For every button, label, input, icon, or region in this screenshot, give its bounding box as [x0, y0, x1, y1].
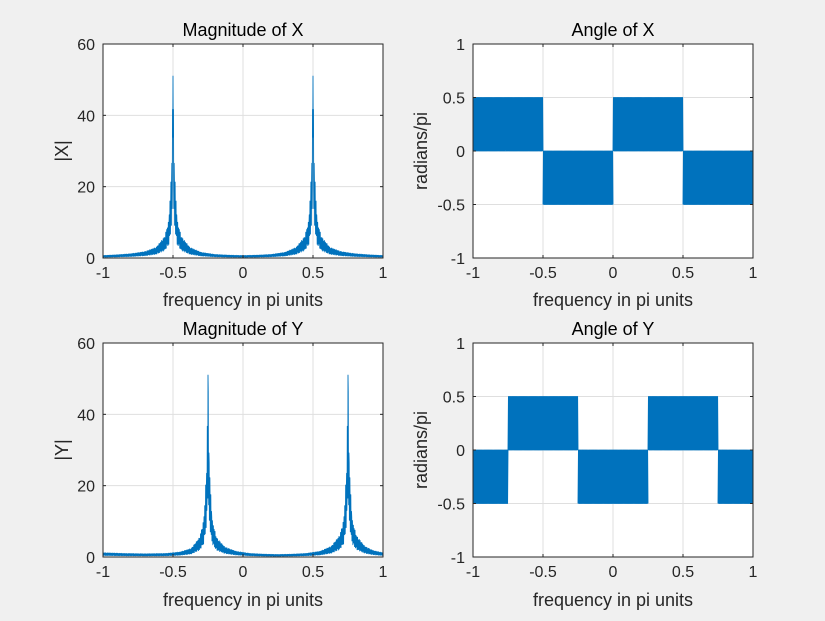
x-axis-label: frequency in pi units	[533, 590, 693, 610]
y-axis-label: radians/pi	[411, 411, 431, 489]
x-tick-label: 1	[749, 564, 758, 581]
x-tick-label: -1	[466, 265, 480, 282]
series-line	[472, 396, 754, 504]
y-tick-label: -1	[451, 251, 465, 268]
x-tick-label: 1	[379, 265, 388, 282]
y-tick-label: 0	[456, 443, 465, 460]
y-tick-label: 0	[86, 251, 95, 268]
y-tick-label: 0.5	[443, 91, 465, 108]
y-tick-label: 1	[456, 37, 465, 54]
y-tick-label: -1	[451, 550, 465, 567]
y-tick-label: 0	[456, 144, 465, 161]
x-axis-label: frequency in pi units	[163, 290, 323, 310]
y-axis-label: radians/pi	[411, 112, 431, 190]
x-axis-label: frequency in pi units	[533, 290, 693, 310]
x-tick-label: 0.5	[302, 265, 324, 282]
x-tick-label: 0	[609, 564, 618, 581]
y-tick-label: -0.5	[437, 198, 465, 215]
x-tick-label: 0	[609, 265, 618, 282]
subplot-title: Angle of X	[571, 20, 654, 40]
subplot-title: Magnitude of X	[182, 20, 303, 40]
subplot-title: Magnitude of Y	[183, 319, 304, 339]
x-tick-label: -0.5	[159, 265, 187, 282]
y-tick-label: 60	[77, 336, 95, 353]
x-tick-label: 0.5	[672, 265, 694, 282]
y-tick-label: 40	[77, 407, 95, 424]
x-tick-label: -0.5	[529, 564, 557, 581]
y-tick-label: 0	[86, 550, 95, 567]
x-tick-label: -1	[96, 564, 110, 581]
y-tick-label: 1	[456, 336, 465, 353]
subplot-angle-y: -1 -0.5 0 0.5 1 -1 -0.5 0 0.5 1 Angle of Y freque…	[411, 319, 758, 610]
y-tick-label: -0.5	[437, 497, 465, 514]
y-tick-label: 20	[77, 180, 95, 197]
y-tick-label: 20	[77, 479, 95, 496]
series-line	[102, 374, 384, 557]
x-tick-label: -0.5	[159, 564, 187, 581]
series-line	[472, 97, 754, 205]
x-tick-label: -1	[96, 265, 110, 282]
x-tick-label: -1	[466, 564, 480, 581]
x-tick-label: 0.5	[302, 564, 324, 581]
subplot-magnitude-y: -1 -0.5 0 0.5 1 0 20 40 60 Magnitude of Y freque…	[52, 319, 388, 610]
x-tick-label: 0	[239, 265, 248, 282]
subplot-magnitude-x: -1 -0.5 0 0.5 1 0 20 40 60 Magnitude of X freque…	[52, 20, 388, 310]
x-tick-label: 1	[749, 265, 758, 282]
x-tick-label: 1	[379, 564, 388, 581]
x-axis-label: frequency in pi units	[163, 590, 323, 610]
x-tick-label: 0.5	[672, 564, 694, 581]
x-tick-label: -0.5	[529, 265, 557, 282]
subplot-title: Angle of Y	[572, 319, 655, 339]
y-tick-label: 40	[77, 108, 95, 125]
x-tick-label: 0	[239, 564, 248, 581]
subplot-angle-x: -1 -0.5 0 0.5 1 -1 -0.5 0 0.5 1 Angle of X freque…	[411, 20, 758, 310]
y-tick-label: 0.5	[443, 390, 465, 407]
y-axis-label: |Y|	[52, 439, 72, 460]
y-tick-label: 60	[77, 37, 95, 54]
y-axis-label: |X|	[52, 140, 72, 161]
